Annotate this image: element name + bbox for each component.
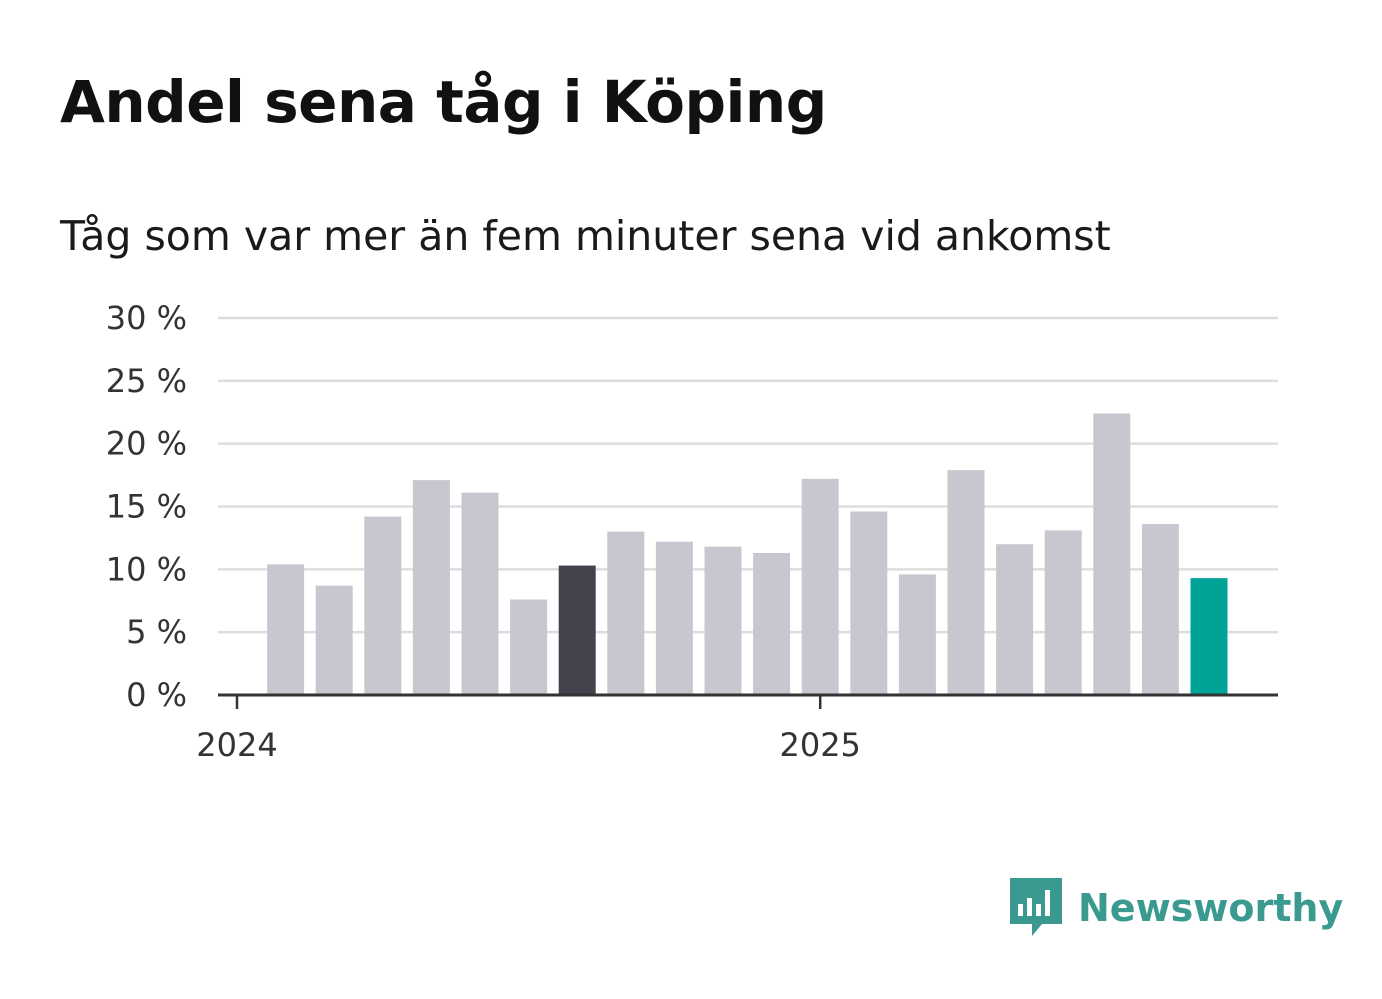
y-tick-label: 5 %	[126, 613, 187, 651]
x-tick-label: 2024	[196, 726, 277, 764]
y-tick-label: 0 %	[126, 676, 187, 714]
bar-2025-02	[850, 511, 888, 695]
bar-2025-06	[1044, 530, 1082, 695]
y-tick-label: 15 %	[106, 488, 187, 526]
x-tick-label: 2025	[779, 726, 860, 764]
bar-2024-03	[315, 585, 353, 695]
bar-2025-01	[801, 478, 839, 695]
bar-2024-06	[461, 492, 499, 695]
bar-chart: 0 % 5 % 10 % 15 % 20 % 25 % 30 % 2024 2025	[106, 299, 1278, 764]
bar-2024-09	[607, 531, 645, 695]
bar-2024-11	[704, 546, 742, 695]
y-tick-label: 25 %	[106, 362, 187, 400]
bar-2024-12	[753, 552, 791, 695]
bar-2024-10	[655, 541, 693, 695]
y-tick-label: 30 %	[106, 299, 187, 337]
bar-2025-07	[1093, 413, 1131, 695]
bar-2024-07	[510, 599, 548, 695]
bar-2025-05	[996, 544, 1034, 695]
chart-subtitle: Tåg som var mer än fem minuter sena vid …	[60, 212, 1111, 260]
bar-2025-03	[898, 574, 936, 695]
bar-2025-09	[1190, 578, 1228, 695]
chart-title: Andel sena tåg i Köping	[60, 68, 827, 136]
bar-layer	[267, 413, 1228, 695]
axis-layer: 0 % 5 % 10 % 15 % 20 % 25 % 30 % 2024 2025	[106, 299, 1278, 764]
bar-2024-05	[412, 480, 450, 695]
bar-2024-04	[364, 516, 402, 695]
bar-2025-04	[947, 470, 985, 695]
newsworthy-logo-icon	[1010, 878, 1062, 936]
bar-2024-08	[558, 565, 596, 695]
bar-2024-02	[267, 564, 305, 695]
bar-2025-08	[1141, 524, 1179, 695]
y-tick-label: 10 %	[106, 550, 187, 588]
y-tick-label: 20 %	[106, 425, 187, 463]
brand-name: Newsworthy	[1078, 886, 1344, 930]
brand-logo: Newsworthy	[1010, 878, 1343, 938]
